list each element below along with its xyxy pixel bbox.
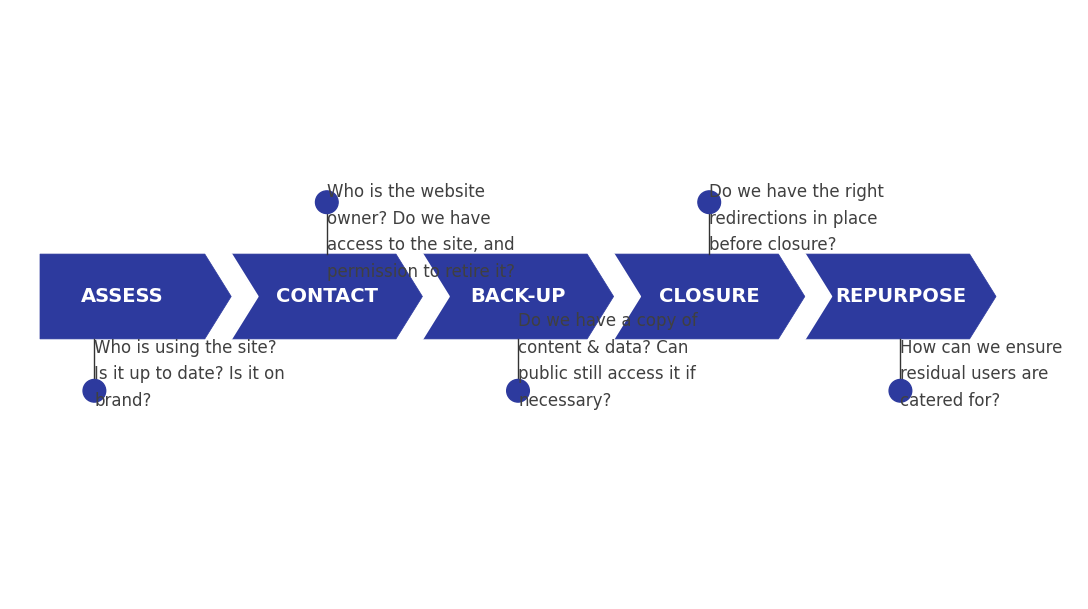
Text: REPURPOSE: REPURPOSE [834,287,966,306]
Text: How can we ensure
residual users are
catered for?: How can we ensure residual users are cat… [901,339,1063,410]
Text: ASSESS: ASSESS [82,287,163,306]
Text: CONTACT: CONTACT [275,287,378,306]
Polygon shape [614,254,805,339]
Text: Do we have a copy of
content & data? Can
public still access it if
necessary?: Do we have a copy of content & data? Can… [518,312,697,410]
Circle shape [83,379,106,402]
Circle shape [507,379,530,402]
Text: BACK-UP: BACK-UP [470,287,566,306]
Polygon shape [805,254,996,339]
Circle shape [889,379,912,402]
Polygon shape [40,254,232,339]
Circle shape [316,191,338,214]
Polygon shape [422,254,614,339]
Text: Who is using the site?
Is it up to date? Is it on
brand?: Who is using the site? Is it up to date?… [95,339,285,410]
Text: Do we have the right
redirections in place
before closure?: Do we have the right redirections in pla… [709,183,885,254]
Text: CLOSURE: CLOSURE [659,287,759,306]
Text: Who is the website
owner? Do we have
access to the site, and
permission to retir: Who is the website owner? Do we have acc… [326,183,515,281]
Polygon shape [232,254,422,339]
Circle shape [697,191,720,214]
